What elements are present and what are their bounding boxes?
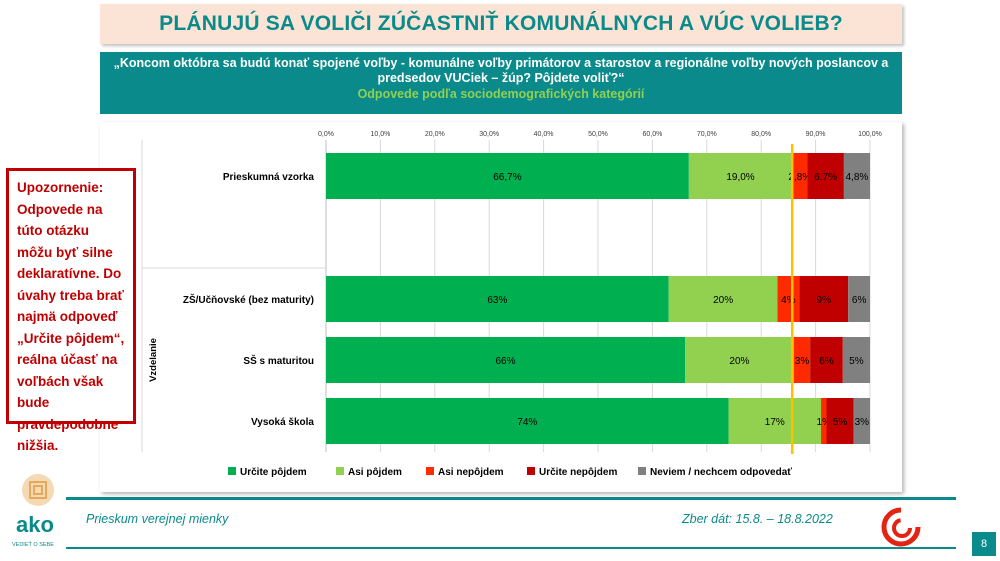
logo-maze-icon xyxy=(29,481,47,499)
x-tick-label: 30,0% xyxy=(479,131,499,138)
page-title: PLÁNUJÚ SA VOLIČI ZÚČASTNIŤ KOMUNÁLNYCH … xyxy=(159,12,843,35)
x-tick-label: 50,0% xyxy=(588,131,608,138)
data-label: 2,8% xyxy=(788,172,811,183)
x-tick-label: 10,0% xyxy=(370,131,390,138)
legend-swatch xyxy=(336,467,344,475)
bar-segment xyxy=(807,153,844,199)
x-tick-label: 20,0% xyxy=(425,131,445,138)
data-label: 9% xyxy=(817,295,832,306)
data-label: 6% xyxy=(819,356,834,367)
data-label: 3% xyxy=(855,417,870,428)
x-tick-label: 90,0% xyxy=(806,131,826,138)
data-label: 66,7% xyxy=(493,172,521,183)
x-tick-label: 100,0% xyxy=(858,131,882,138)
page-number: 8 xyxy=(972,532,996,556)
bar-segment xyxy=(792,153,808,199)
legend-label: Určite nepôjdem xyxy=(539,467,617,478)
bar-segment xyxy=(826,398,854,444)
legend-label: Asi nepôjdem xyxy=(438,467,504,478)
bar-segment xyxy=(326,153,689,199)
data-label: 5% xyxy=(849,356,864,367)
footer-divider-bottom xyxy=(66,547,956,549)
data-label: 20% xyxy=(729,356,749,367)
subtitle-text: Odpovede podľa sociodemografických kateg… xyxy=(357,87,645,101)
legend-label: Neviem / nechcem odpovedať xyxy=(650,467,792,478)
bar-segment xyxy=(685,337,794,383)
bar-segment xyxy=(848,276,870,322)
x-tick-label: 40,0% xyxy=(534,131,554,138)
bar-segment xyxy=(326,398,729,444)
x-tick-label: 0,0% xyxy=(318,131,334,138)
question-text: „Koncom októbra sa budú konať spojené vo… xyxy=(113,56,889,85)
data-label: 19,0% xyxy=(726,172,754,183)
legend-swatch xyxy=(228,467,236,475)
bar-segment xyxy=(326,337,686,383)
data-label: 74% xyxy=(517,417,537,428)
stacked-bar-chart: 0,0% 10,0% 20,0% 30,0% 40,0% 50,0% 60,0% 70,0% 8… xyxy=(141,131,882,478)
bar-segment xyxy=(853,398,870,444)
category-label: Prieskumná vzorka xyxy=(223,172,315,183)
bar-segment xyxy=(688,153,793,199)
bar-segment xyxy=(821,398,827,444)
logo-text: ako xyxy=(16,512,54,537)
category-label: ZŠ/Učňovské (bez maturity) xyxy=(183,293,314,306)
footer-divider xyxy=(66,497,956,500)
category-label: Vysoká škola xyxy=(251,417,314,428)
legend-label: Určite pôjdem xyxy=(240,467,307,478)
data-label: 4,8% xyxy=(846,172,869,183)
legend-swatch xyxy=(426,467,434,475)
data-label: 6% xyxy=(852,295,867,306)
footer-survey-label: Prieskum verejnej mienky xyxy=(86,512,229,526)
bar-segment xyxy=(843,153,870,199)
bar-segment xyxy=(326,276,669,322)
bar-segment xyxy=(799,276,849,322)
ako-logo: ako VEDIEŤ O SEBE xyxy=(12,474,54,548)
warning-text: Upozornenie: Odpovede na túto otázku môž… xyxy=(17,180,125,453)
bar-segment xyxy=(777,276,800,322)
data-label: 6,7% xyxy=(814,172,837,183)
data-label: 63% xyxy=(487,295,507,306)
data-label: 5% xyxy=(833,417,848,428)
x-tick-label: 70,0% xyxy=(697,131,717,138)
chart-frame: 0,0% 10,0% 20,0% 30,0% 40,0% 50,0% 60,0% 70,0% 8… xyxy=(100,122,902,492)
warning-box: Upozornenie: Odpovede na túto otázku môž… xyxy=(6,168,136,453)
legend-swatch xyxy=(527,467,535,475)
group-label-vzdelanie: Vzdelanie xyxy=(148,338,159,382)
data-label: 17% xyxy=(765,417,785,428)
data-label: 66% xyxy=(496,356,516,367)
data-label: 4% xyxy=(781,295,796,306)
data-label: 3% xyxy=(795,356,810,367)
x-tick-label: 60,0% xyxy=(642,131,662,138)
bar-segment xyxy=(842,337,870,383)
bar-segment xyxy=(810,337,843,383)
legend-swatch xyxy=(638,467,646,475)
x-tick-label: 80,0% xyxy=(751,131,771,138)
data-label: 20% xyxy=(713,295,733,306)
logo-subtext: VEDIEŤ O SEBE xyxy=(12,540,54,548)
data-label: 1% xyxy=(817,417,832,428)
question-banner: „Koncom októbra sa budú konať spojené vo… xyxy=(100,52,902,114)
logo-head-shape xyxy=(22,474,54,506)
spiral-logo-icon xyxy=(881,507,921,547)
bar-segment xyxy=(728,398,822,444)
bar-segment xyxy=(668,276,778,322)
bar-segment xyxy=(793,337,811,383)
footer-date-label: Zber dát: 15.8. – 18.8.2022 xyxy=(682,512,833,526)
category-label: SŠ s maturitou xyxy=(243,354,314,367)
legend-label: Asi pôjdem xyxy=(348,467,402,478)
title-banner: PLÁNUJÚ SA VOLIČI ZÚČASTNIŤ KOMUNÁLNYCH … xyxy=(100,4,902,44)
